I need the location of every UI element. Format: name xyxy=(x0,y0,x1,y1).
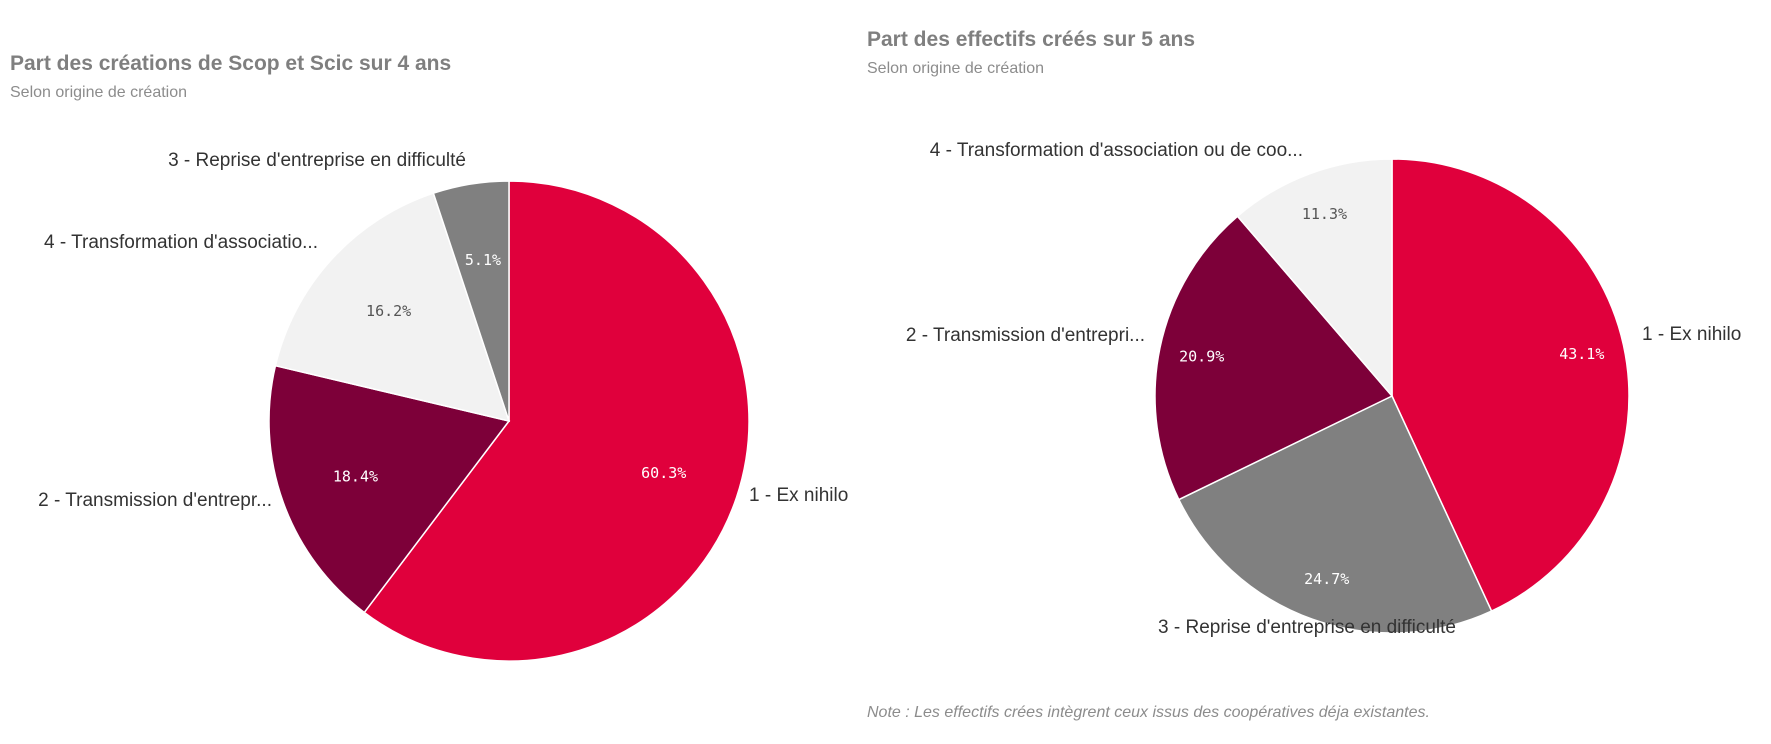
chart-subtitle: Selon origine de création xyxy=(867,60,1045,77)
pie-slice-label: 4 - Transformation d'associatio... xyxy=(44,232,318,253)
pie-value-label: 24.7% xyxy=(1304,570,1349,588)
pie-slice-label: 1 - Ex nihilo xyxy=(749,485,848,506)
pie-slice-label: 4 - Transformation d'association ou de c… xyxy=(930,140,1303,161)
pie-slice-2-transmission-d-entrepri xyxy=(1154,215,1394,501)
chart-panel-right: Part des effectifs créés sur 5 ans Selon… xyxy=(860,0,1771,744)
pie-slice-4-transformation-d-association-ou-de-coo xyxy=(1236,158,1393,399)
pie-chart-creations: 60.3% 1 - Ex nihilo 18.4% 2 - Transmission … xyxy=(38,150,848,662)
pie-slice-label: 3 - Reprise d'entreprise en difficulté xyxy=(1158,617,1456,638)
pie-slice-2-transmission-d-entrepr xyxy=(268,364,511,614)
pie-slice-3-reprise-d-entreprise-en-difficult xyxy=(1177,394,1493,634)
pie-value-label: 18.4% xyxy=(333,467,378,485)
pie-value-label: 5.1% xyxy=(465,251,501,269)
pie-slice-label: 3 - Reprise d'entreprise en difficulté xyxy=(168,150,466,171)
pie-slice-label: 1 - Ex nihilo xyxy=(1642,324,1741,345)
pie-value-label: 60.3% xyxy=(641,464,686,482)
pie-value-label: 43.1% xyxy=(1559,345,1604,363)
chart-note: Note : Les effectifs crées intègrent ceu… xyxy=(867,704,1430,721)
chart-subtitle: Selon origine de création xyxy=(10,84,188,101)
pie-slice-4-transformation-d-associatio xyxy=(274,192,511,423)
chart-title: Part des effectifs créés sur 5 ans xyxy=(867,28,1196,51)
pie-value-label: 16.2% xyxy=(366,302,411,320)
pie-slice-3-reprise-d-entreprise-en-difficult xyxy=(432,180,510,422)
pie-slice-1-ex-nihilo xyxy=(363,180,750,662)
chart-title: Part des créations de Scop et Scic sur 4… xyxy=(10,52,452,75)
chart-panel-left: Part des créations de Scop et Scic sur 4… xyxy=(0,0,860,744)
pie-value-label: 11.3% xyxy=(1302,205,1347,223)
pie-slice-1-ex-nihilo xyxy=(1391,158,1630,613)
pie-chart-effectifs: 43.1% 1 - Ex nihilo 24.7% 3 - Reprise d'ent… xyxy=(906,140,1741,638)
pie-slice-label: 2 - Transmission d'entrepri... xyxy=(906,325,1145,346)
pie-slice-label: 2 - Transmission d'entrepr... xyxy=(38,490,272,511)
pie-value-label: 20.9% xyxy=(1179,348,1224,366)
